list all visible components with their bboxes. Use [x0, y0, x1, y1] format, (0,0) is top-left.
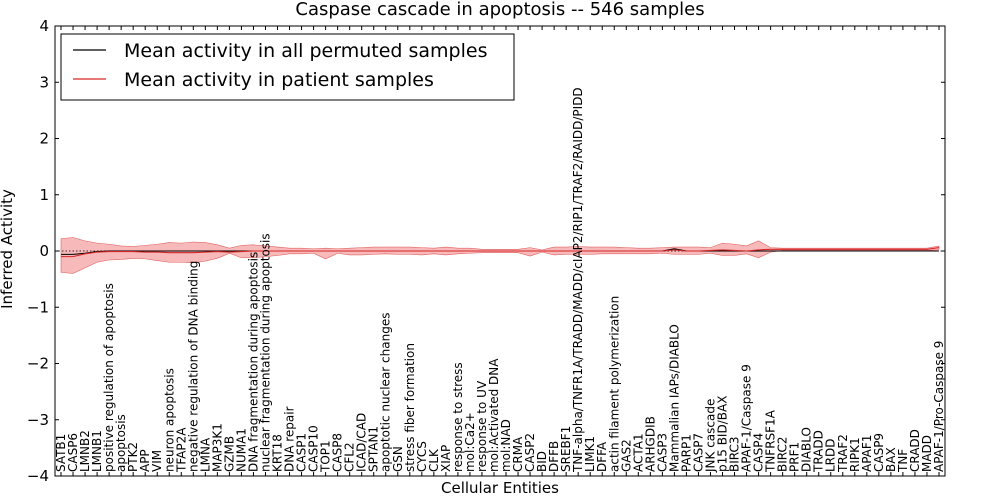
x-tick-label: CASP2 — [523, 433, 537, 472]
x-tick-label: SATB1 — [54, 434, 68, 472]
x-tick-label: actin filament polymerization — [607, 296, 621, 472]
x-tick-label: PTK2 — [126, 442, 140, 472]
x-tick-label: ICAD/CAD — [355, 413, 369, 472]
x-tick-label: LMNA — [198, 437, 212, 472]
x-tick-label: DFFA — [595, 441, 609, 472]
x-tick-label: Mammalian IAPs/DIABLO — [667, 324, 681, 472]
y-tick-label: −2 — [27, 355, 49, 373]
x-tick-label: KRT18 — [271, 434, 285, 472]
x-tick-label: SREBF1 — [559, 426, 573, 472]
y-tick-label: −4 — [27, 467, 49, 485]
x-tick-label: CFL2 — [343, 442, 357, 472]
legend-label-permuted: Mean activity in all permuted samples — [124, 40, 487, 62]
x-tick-label: TOP1 — [319, 440, 333, 473]
x-tick-label: PRF1 — [788, 442, 802, 472]
x-tick-label: nuclear fragmentation during apoptosis — [258, 233, 272, 472]
legend: Mean activity in all permuted samples Me… — [60, 33, 515, 101]
x-tick-label: TFAP2A — [174, 427, 188, 473]
x-tick-label: CASP8 — [331, 433, 345, 472]
x-tick-label: DFFB — [547, 441, 561, 472]
x-tick-label: CASP7 — [691, 433, 705, 472]
x-tick-label: TRAF2 — [836, 434, 850, 473]
x-tick-label: APAF-1/Caspase 9 — [740, 364, 754, 472]
x-tick-label: CLK — [427, 448, 441, 472]
x-tick-label: ARHGDIB — [643, 416, 657, 472]
series-line-patient — [61, 247, 940, 258]
legend-box — [60, 33, 515, 101]
x-tick-label: mol:Activated DNA — [487, 358, 501, 472]
y-tick-label: 4 — [39, 17, 49, 35]
x-tick-label: MADD — [920, 435, 934, 472]
x-tick-label: CASP6 — [66, 433, 80, 472]
x-tick-label: DNA repair — [283, 406, 297, 472]
x-tick-label: CASP10 — [307, 425, 321, 472]
x-tick-label: JNK cascade — [703, 399, 717, 473]
x-tick-label: GSN — [391, 446, 405, 472]
spread-band — [60, 237, 940, 274]
x-tick-label: TRADD — [812, 430, 826, 473]
x-tick-label: MAP3K1 — [210, 423, 224, 472]
x-tick-label: LMNB1 — [90, 430, 104, 472]
y-axis-label: Inferred Activity — [0, 189, 16, 309]
x-tick-label: TNF-alpha/TNFR1A/TRADD/MADD/cIAP2/RIP1/T… — [571, 87, 585, 473]
x-tick-label: BID — [535, 451, 549, 472]
x-tick-label: CRMA — [511, 436, 525, 472]
x-tick-label: CASP1 — [295, 433, 309, 472]
x-tick-label: APP — [138, 449, 152, 472]
y-tick-label: 0 — [39, 242, 49, 260]
x-tick-label: DNA fragmentation during apoptosis — [246, 252, 260, 472]
x-tick-label: CASP3 — [655, 433, 669, 472]
y-tick-label: 3 — [39, 73, 49, 91]
y-tick-label: −3 — [27, 411, 49, 429]
x-tick-label: CASP4 — [752, 433, 766, 472]
x-tick-label: APAF-1/Pro-Caspase 9 — [932, 341, 946, 472]
x-tick-label: APAF1 — [860, 435, 874, 472]
y-tick-label: 1 — [39, 186, 49, 204]
x-tick-label: CYCS — [415, 441, 429, 472]
x-tick-label: TNFRSF1A — [764, 409, 778, 473]
x-tick-label: mol:NAD — [499, 419, 513, 472]
x-tick-label: BIRC3 — [728, 436, 742, 472]
x-tick-label: GAS2 — [619, 439, 633, 472]
x-tick-label: SPTAN1 — [367, 426, 381, 472]
x-tick-label: CRADD — [908, 429, 922, 472]
x-tick-label: DIABLO — [800, 427, 814, 472]
x-tick-label: GZMB — [222, 436, 236, 472]
x-axis-label: Cellular Entities — [441, 479, 559, 497]
x-tick-label: response to stress — [451, 362, 465, 472]
chart-title: Caspase cascade in apoptosis -- 546 samp… — [295, 0, 704, 20]
y-tick-label: −1 — [27, 298, 49, 316]
x-tick-label: PARP1 — [679, 434, 693, 472]
x-tick-label: apoptotic nuclear changes — [379, 313, 393, 472]
x-tick-label: response to UV — [475, 380, 489, 472]
x-tick-label: BAX — [884, 447, 898, 472]
x-tick-label: LMNB2 — [78, 430, 92, 472]
x-tick-label: LIMK1 — [583, 436, 597, 472]
y-tick-label: 2 — [39, 130, 49, 148]
x-tick-label: XIAP — [439, 445, 453, 472]
x-tick-label: negative regulation of DNA binding — [186, 261, 200, 472]
x-tick-label: stress fiber formation — [403, 343, 417, 472]
x-tick-label: TNF — [896, 449, 910, 473]
x-tick-label: p15 BID/BAX — [716, 396, 730, 472]
x-tick-label: BIRC2 — [776, 436, 790, 472]
x-tick-label: mol:Ca2+ — [463, 412, 477, 472]
x-tick-label: ACTA1 — [631, 433, 645, 472]
x-tick-label: positive regulation of apoptosis — [102, 283, 116, 472]
x-tick-label: VIM — [150, 450, 164, 472]
x-tick-label: CASP9 — [872, 433, 886, 472]
x-tick-label: LRDD — [824, 438, 838, 472]
x-tick-label: RIPK1 — [848, 437, 862, 472]
x-tick-label: NUMA1 — [234, 428, 248, 472]
x-tick-label: apoptosis — [114, 414, 128, 472]
x-tick-label: neuron apoptosis — [162, 368, 176, 472]
legend-label-patient: Mean activity in patient samples — [124, 69, 434, 91]
